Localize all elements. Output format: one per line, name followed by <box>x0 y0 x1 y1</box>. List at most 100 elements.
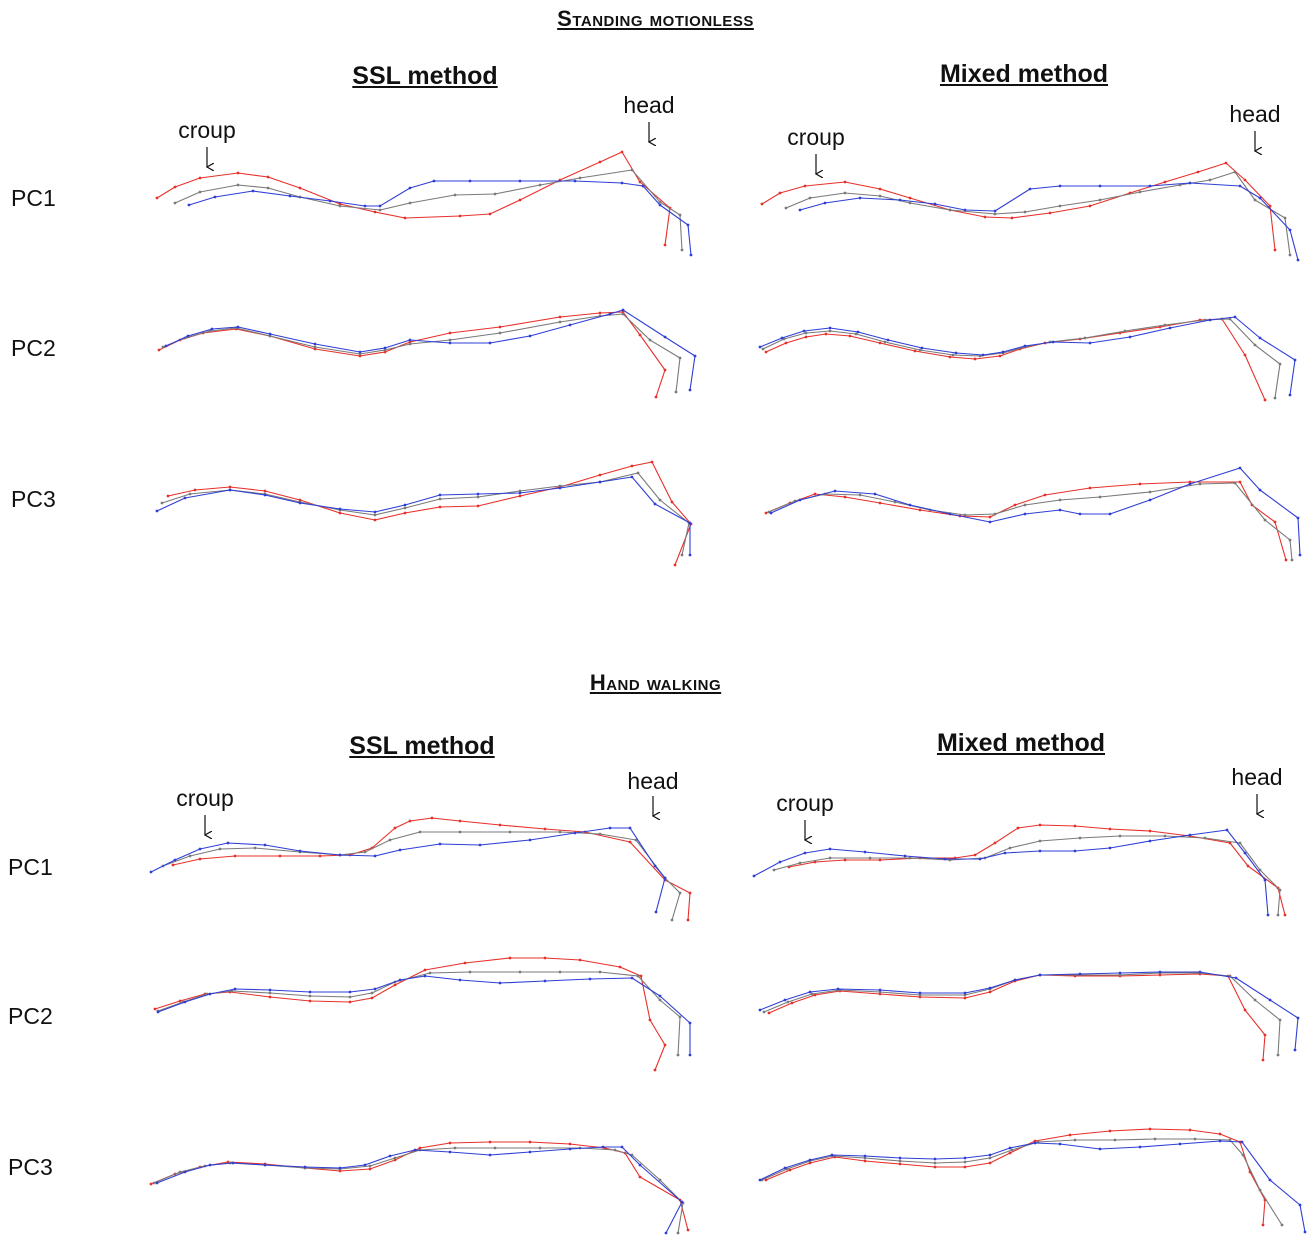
landmark-point <box>303 1165 307 1169</box>
landmark-point <box>1078 512 1082 516</box>
landmark-point <box>373 513 377 517</box>
landmark-point <box>263 493 267 497</box>
landmark-point <box>1138 1145 1142 1149</box>
landmark-point <box>772 868 776 872</box>
landmark-point <box>993 841 997 845</box>
landmark-point <box>1208 178 1212 182</box>
landmark-point <box>164 344 168 348</box>
landmark-point <box>808 1158 812 1162</box>
landmark-point <box>408 338 412 342</box>
landmark-point <box>638 333 642 337</box>
landmark-point <box>208 992 212 996</box>
landmark-point <box>398 848 402 852</box>
landmark-point <box>598 832 602 836</box>
landmark-point <box>558 484 562 488</box>
landmark-point <box>155 1181 159 1185</box>
landmark-point <box>338 204 342 208</box>
landmark-point <box>1258 336 1262 340</box>
landmark-point <box>1068 1133 1072 1137</box>
landmark-point <box>688 388 692 392</box>
landmark-point <box>908 856 912 860</box>
landmark-point <box>298 498 302 502</box>
landmark-point <box>413 1148 417 1152</box>
landmark-point <box>868 856 872 860</box>
curve-blue-walking-ssl-pc3 <box>156 1146 683 1234</box>
landmark-point <box>1158 970 1162 974</box>
landmark-point <box>198 176 202 180</box>
landmark-point <box>1010 216 1014 220</box>
landmark-point <box>538 183 542 187</box>
landmark-point <box>1043 493 1047 497</box>
landmark-point <box>620 150 624 154</box>
landmark-point <box>1013 978 1017 982</box>
landmark-point <box>518 970 522 974</box>
landmark-point <box>663 876 667 880</box>
landmark-point <box>784 206 788 210</box>
landmark-point <box>1284 558 1288 562</box>
landmark-point <box>620 181 624 185</box>
landmark-point <box>1138 482 1142 486</box>
landmark-point <box>878 988 882 992</box>
landmark-point <box>1261 1223 1265 1227</box>
landmark-point <box>1225 828 1229 832</box>
landmark-point <box>798 861 802 865</box>
landmark-point <box>373 987 377 991</box>
landmark-point <box>338 202 342 206</box>
section-title-standing: Standing motionless <box>557 6 754 31</box>
landmark-point <box>1033 1139 1037 1143</box>
curve-grey-walking-ssl-pc1 <box>162 831 681 921</box>
landmark-point <box>913 349 917 353</box>
landmark-point <box>993 209 997 213</box>
landmark-point <box>752 874 756 878</box>
landmark-point <box>988 515 992 519</box>
landmark-point <box>498 823 502 827</box>
landmark-point <box>298 186 302 190</box>
landmark-point <box>680 553 684 557</box>
landmark-point <box>761 347 765 351</box>
landmark-point <box>808 196 812 200</box>
landmark-point <box>183 1170 187 1174</box>
landmark-point <box>488 1153 492 1157</box>
landmark-point <box>1288 228 1292 232</box>
landmark-point <box>231 1161 235 1165</box>
landmark-point <box>963 993 967 997</box>
landmark-point <box>973 357 977 361</box>
curve-blue-standing-ssl-pc2 <box>165 309 696 391</box>
curve-red-standing-mixed-pc2 <box>765 318 1266 401</box>
curve-blue-standing-mixed-pc3 <box>770 467 1301 556</box>
landmark-point <box>153 1007 157 1011</box>
annotation-head-standing-mixed: head <box>1229 101 1281 127</box>
landmark-point <box>933 202 937 206</box>
landmark-point <box>448 338 452 342</box>
landmark-point <box>621 312 625 316</box>
landmark-point <box>1163 834 1167 838</box>
landmark-point <box>963 1165 967 1169</box>
annotation-head-standing-ssl: head <box>623 92 675 118</box>
landmark-point <box>438 842 442 846</box>
landmark-point <box>686 918 690 922</box>
landmark-point <box>621 310 625 314</box>
landmark-point <box>674 390 678 394</box>
landmark-point <box>438 497 442 501</box>
landmark-point <box>1263 518 1267 522</box>
landmark-point <box>680 248 684 252</box>
landmark-point <box>1148 829 1152 833</box>
landmark-point <box>1258 488 1262 492</box>
landmark-point <box>670 500 674 504</box>
landmark-point <box>1138 190 1142 194</box>
landmark-point <box>1293 358 1297 362</box>
landmark-point <box>608 312 612 316</box>
landmark-point <box>573 179 577 183</box>
landmark-point <box>1228 317 1232 321</box>
landmark-point <box>358 350 362 354</box>
landmark-point <box>1266 913 1270 917</box>
landmark-point <box>1188 833 1192 837</box>
landmark-point <box>688 1021 692 1025</box>
landmark-point <box>155 509 159 513</box>
landmark-point <box>358 354 362 358</box>
landmark-point <box>1188 1128 1192 1132</box>
landmark-point <box>233 987 237 991</box>
landmark-point <box>528 838 532 842</box>
annotation-croup-standing-mixed: croup <box>787 124 845 150</box>
